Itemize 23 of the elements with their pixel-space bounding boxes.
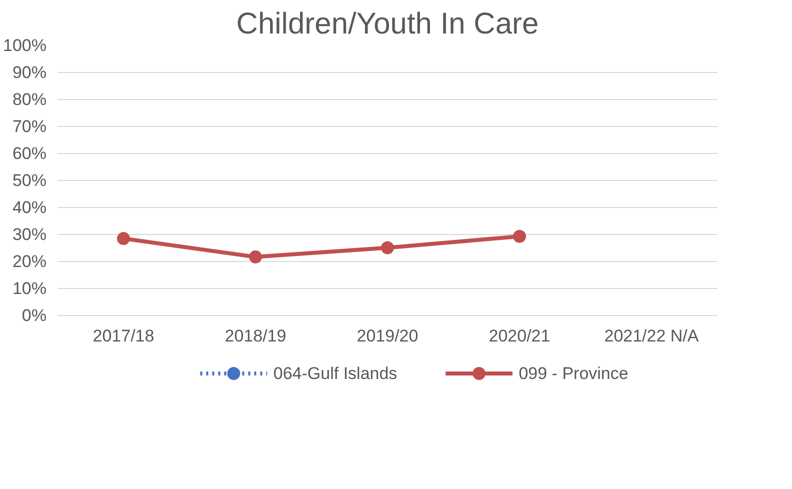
point: [117, 232, 130, 246]
y-tick-label: 50%: [12, 171, 47, 190]
x-tick-label: 2021/22 N/A: [604, 326, 700, 346]
y-tick-label: 60%: [12, 144, 47, 163]
legend-label: 099 - Province: [518, 364, 628, 383]
y-tick-label: 0%: [22, 306, 47, 325]
x-tick-label: 2018/19: [224, 326, 286, 346]
y-tick-label: 80%: [12, 90, 47, 109]
y-tick-label: 30%: [12, 225, 47, 244]
x-tick-label: 2019/20: [356, 326, 418, 346]
point: [381, 241, 394, 254]
legend-label: 064-Gulf Islands: [273, 364, 398, 383]
point: [513, 230, 526, 243]
point: [249, 250, 262, 264]
y-tick-label: 10%: [12, 279, 47, 298]
chart-title: Children/Youth In Care: [236, 8, 539, 40]
x-tick-label: 2017/18: [92, 326, 154, 346]
y-tick-label: 100%: [3, 36, 47, 55]
y-tick-label: 90%: [12, 63, 47, 82]
y-tick-label: 20%: [12, 252, 47, 271]
x-tick-label: 2020/21: [488, 326, 550, 346]
y-tick-label: 40%: [12, 198, 47, 217]
y-tick-label: 70%: [12, 117, 47, 136]
